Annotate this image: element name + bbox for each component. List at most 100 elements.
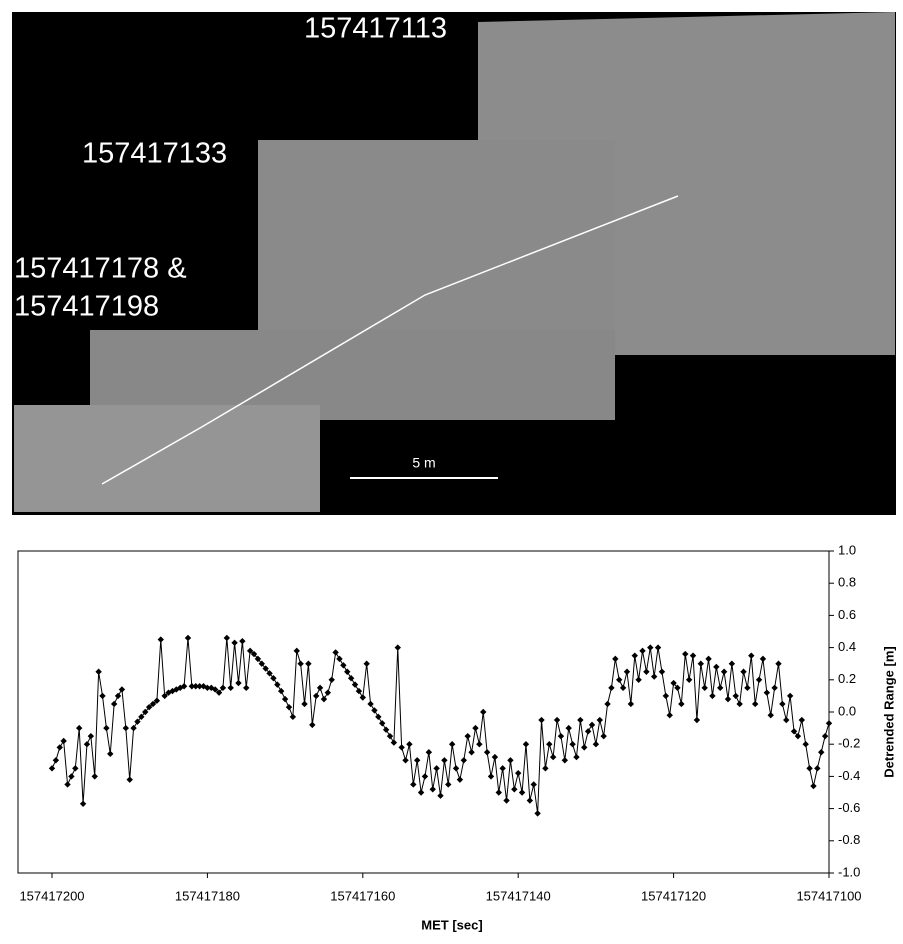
data-point — [818, 749, 824, 755]
data-point — [523, 741, 529, 747]
data-point — [542, 765, 548, 771]
data-point — [799, 717, 805, 723]
data-point — [398, 744, 404, 750]
data-point — [290, 714, 296, 720]
data-point — [294, 648, 300, 654]
y-tick-label: -0.4 — [838, 768, 860, 783]
image-tile — [14, 405, 320, 512]
data-point — [484, 749, 490, 755]
data-point — [228, 685, 234, 691]
data-point — [725, 696, 731, 702]
data-point — [511, 786, 517, 792]
data-point — [492, 754, 498, 760]
data-point — [775, 661, 781, 667]
data-point — [115, 693, 121, 699]
data-point — [437, 793, 443, 799]
data-point — [239, 638, 245, 644]
data-point — [806, 765, 812, 771]
data-point — [503, 797, 509, 803]
data-point — [612, 656, 618, 662]
image-label: 157417113 — [304, 13, 447, 45]
x-tick-label: 157417120 — [641, 888, 706, 903]
data-point — [647, 644, 653, 650]
x-tick-label: 157417180 — [175, 888, 240, 903]
data-point — [360, 694, 366, 700]
data-point — [597, 717, 603, 723]
data-point — [682, 651, 688, 657]
data-point — [585, 728, 591, 734]
y-tick-label: 0.4 — [838, 639, 856, 654]
data-point — [406, 741, 412, 747]
data-point — [733, 693, 739, 699]
data-point — [317, 685, 323, 691]
data-point — [88, 733, 94, 739]
data-point — [430, 786, 436, 792]
data-point — [783, 717, 789, 723]
data-point — [787, 693, 793, 699]
data-point — [99, 693, 105, 699]
y-tick-label: 0.8 — [838, 575, 856, 590]
data-point — [422, 773, 428, 779]
data-point — [130, 725, 136, 731]
data-point — [577, 717, 583, 723]
data-point — [68, 773, 74, 779]
data-point — [768, 712, 774, 718]
data-point — [608, 685, 614, 691]
data-point — [344, 669, 350, 675]
data-point — [92, 773, 98, 779]
x-axis-title: MET [sec] — [421, 917, 482, 932]
y-tick-label: 0.2 — [838, 671, 856, 686]
data-point — [550, 754, 556, 760]
data-point — [371, 707, 377, 713]
data-point — [301, 701, 307, 707]
data-point — [659, 669, 665, 675]
data-point — [569, 741, 575, 747]
data-point — [414, 757, 420, 763]
data-point — [764, 689, 770, 695]
data-point — [635, 677, 641, 683]
data-point — [224, 635, 230, 641]
y-tick-label: 1.0 — [838, 542, 856, 557]
data-point — [663, 693, 669, 699]
data-point — [464, 733, 470, 739]
data-point — [643, 669, 649, 675]
data-point — [402, 757, 408, 763]
y-tick-label: -1.0 — [838, 864, 860, 879]
data-point — [76, 725, 82, 731]
data-point — [701, 685, 707, 691]
data-point — [185, 635, 191, 641]
data-point — [558, 733, 564, 739]
data-point — [527, 797, 533, 803]
data-point — [107, 751, 113, 757]
data-point — [694, 717, 700, 723]
x-tick-label: 157417100 — [796, 888, 861, 903]
data-point — [554, 717, 560, 723]
data-point — [717, 685, 723, 691]
data-point — [363, 661, 369, 667]
data-point — [589, 722, 595, 728]
data-point — [651, 673, 657, 679]
data-point — [802, 741, 808, 747]
data-point — [531, 781, 537, 787]
figure: 5 m 157417113 157417133 157417178 & 1574… — [0, 0, 903, 939]
data-point — [235, 680, 241, 686]
data-point — [84, 741, 90, 747]
data-point — [123, 725, 129, 731]
y-tick-label: 0.0 — [838, 703, 856, 718]
data-point — [756, 677, 762, 683]
data-point — [628, 701, 634, 707]
data-point — [566, 725, 572, 731]
y-tick-label: -0.2 — [838, 736, 860, 751]
data-point — [468, 749, 474, 755]
data-point — [433, 765, 439, 771]
data-point — [111, 701, 117, 707]
data-point — [624, 669, 630, 675]
data-point — [480, 709, 486, 715]
data-point — [309, 722, 315, 728]
data-point — [367, 701, 373, 707]
data-point — [119, 686, 125, 692]
data-point — [286, 704, 292, 710]
data-point — [822, 733, 828, 739]
data-point — [472, 725, 478, 731]
scale-label: 5 m — [412, 455, 435, 471]
